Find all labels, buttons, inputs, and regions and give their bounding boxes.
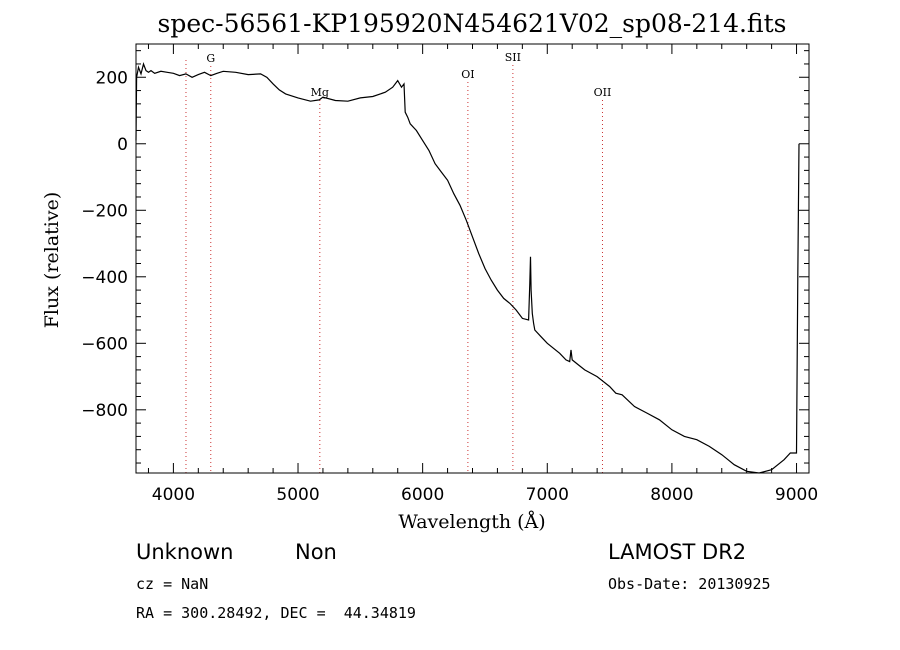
spectral-line-label: Mg	[311, 86, 329, 99]
y-tick-label: −200	[81, 201, 128, 221]
y-tick-label: −600	[81, 334, 128, 354]
redshift-cz: cz = NaN	[136, 575, 209, 593]
spectral-subclass: Non	[295, 540, 337, 564]
y-tick-label: 200	[96, 68, 128, 88]
spectral-class: Unknown	[136, 540, 234, 564]
y-tick-label: 0	[117, 135, 128, 155]
y-tick-label: −800	[81, 401, 128, 421]
x-axis-label: Wavelength (Å)	[398, 511, 545, 533]
y-axis-ticks: −800 −600 −400 −200 0 200	[81, 50, 809, 464]
plot-frame	[135, 43, 810, 474]
y-tick-label: −400	[81, 268, 128, 288]
chart-title: spec-56561-KP195920N454621V02_sp08-214.f…	[158, 9, 787, 38]
spectral-line-label: OI	[461, 68, 474, 81]
x-tick-label: 7000	[526, 485, 569, 505]
x-axis-ticks: 4000 5000 6000 7000 8000 9000	[147, 44, 818, 505]
observation-date: Obs-Date: 20130925	[608, 575, 771, 593]
x-tick-label: 4000	[152, 485, 195, 505]
ra-dec-coordinates: RA = 300.28492, DEC = 44.34819	[136, 604, 416, 622]
spectrum-series-line	[135, 62, 800, 474]
survey-name: LAMOST DR2	[608, 540, 747, 564]
x-tick-label: 9000	[775, 485, 818, 505]
x-tick-label: 5000	[276, 485, 319, 505]
spectral-line-label: G	[206, 52, 215, 65]
spectral-line-label: OII	[594, 86, 612, 99]
spectral-line-label: SII	[505, 51, 521, 64]
x-tick-label: 8000	[650, 485, 693, 505]
x-tick-label: 6000	[401, 485, 444, 505]
y-axis-label: Flux (relative)	[41, 192, 63, 329]
spectral-line-markers: G Mg OI SII OII	[185, 51, 612, 473]
